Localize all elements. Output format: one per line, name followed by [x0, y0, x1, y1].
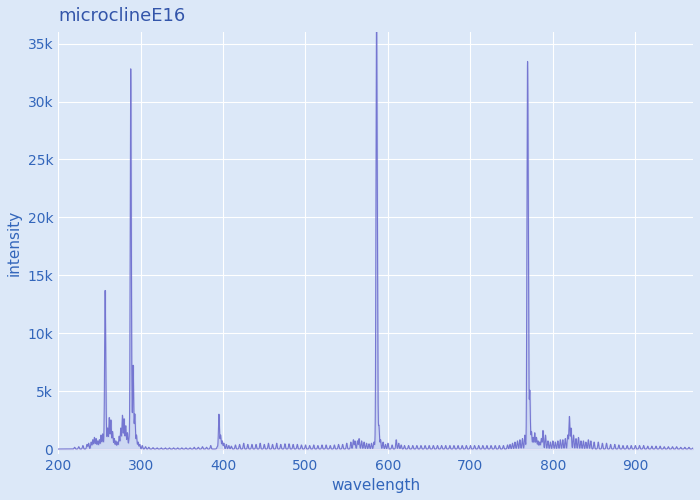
X-axis label: wavelength: wavelength [331, 478, 420, 493]
Text: microclineE16: microclineE16 [58, 7, 186, 25]
Y-axis label: intensity: intensity [7, 210, 22, 276]
